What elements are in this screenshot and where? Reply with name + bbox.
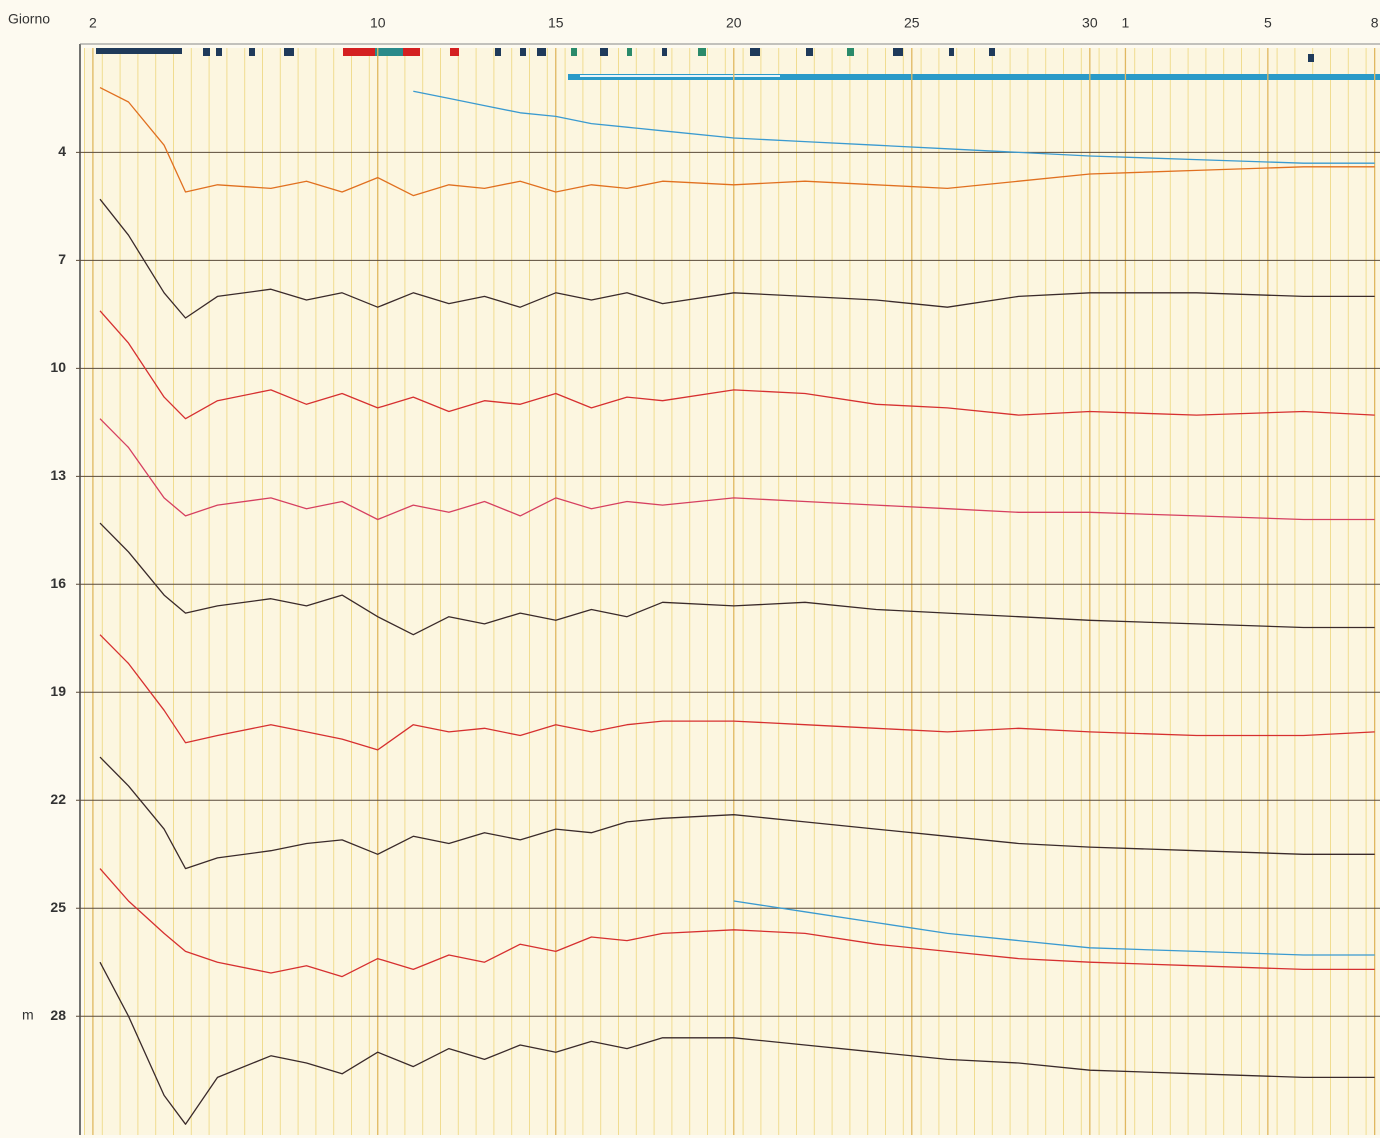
x-tick-label: 10 xyxy=(370,15,386,31)
y-tick-label: 19 xyxy=(50,683,66,699)
y-tick-label: 28 xyxy=(50,1007,66,1023)
y-tick-label: 22 xyxy=(50,791,66,807)
y-tick-label: 7 xyxy=(58,251,66,267)
y-tick-label: 10 xyxy=(50,359,66,375)
y-axis-label: m xyxy=(22,1007,34,1023)
x-tick-label: 30 xyxy=(1082,15,1098,31)
y-tick-label: 25 xyxy=(50,899,66,915)
x-tick-label: 8 xyxy=(1371,15,1379,31)
chart: Giorno m 210152025301584710131619222528 xyxy=(0,0,1380,1138)
y-tick-label: 4 xyxy=(58,143,66,159)
y-tick-label: 13 xyxy=(50,467,66,483)
x-tick-label: 1 xyxy=(1122,15,1130,31)
y-tick-label: 16 xyxy=(50,575,66,591)
page: Giorno m 210152025301584710131619222528 … xyxy=(0,0,1380,1138)
x-axis-label: Giorno xyxy=(8,11,50,27)
x-tick-label: 5 xyxy=(1264,15,1272,31)
x-tick-label: 15 xyxy=(548,15,564,31)
x-tick-label: 2 xyxy=(89,15,97,31)
x-tick-label: 20 xyxy=(726,15,742,31)
x-tick-label: 25 xyxy=(904,15,920,31)
